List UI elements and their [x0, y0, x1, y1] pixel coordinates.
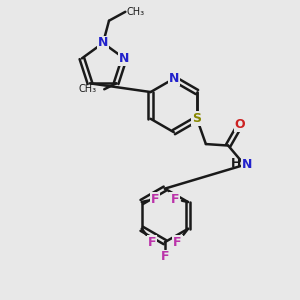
Text: F: F [148, 236, 156, 249]
Text: CH₃: CH₃ [79, 84, 97, 94]
Text: F: F [173, 236, 182, 249]
Text: F: F [170, 193, 179, 206]
Text: F: F [151, 193, 159, 206]
Text: N: N [169, 72, 179, 85]
Text: N: N [192, 112, 202, 125]
Text: N: N [242, 158, 253, 171]
Text: H: H [231, 157, 242, 170]
Text: S: S [192, 112, 201, 125]
Text: F: F [160, 250, 169, 263]
Text: N: N [98, 37, 108, 50]
Text: N: N [119, 52, 129, 65]
Text: CH₃: CH₃ [127, 7, 145, 17]
Text: O: O [235, 118, 245, 131]
